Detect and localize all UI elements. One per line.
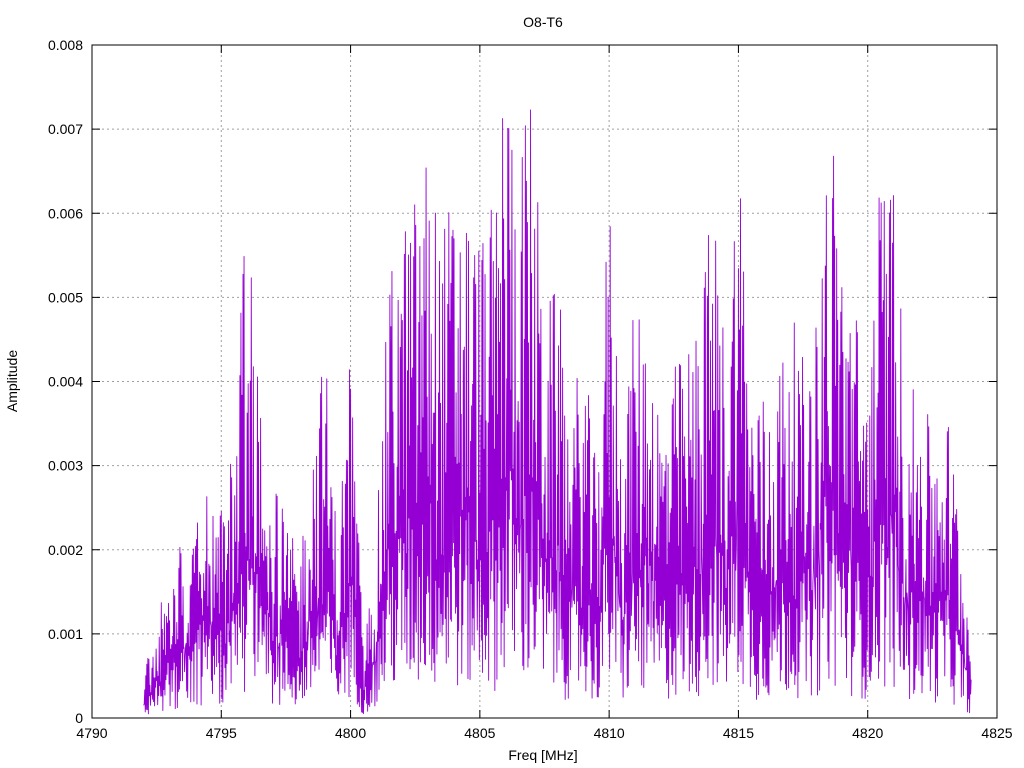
y-tick-label: 0.006	[48, 205, 83, 221]
series-group	[143, 109, 972, 715]
x-tick-label: 4815	[723, 725, 754, 741]
y-tick-label: 0.005	[48, 289, 83, 305]
x-tick-label: 4825	[981, 725, 1012, 741]
y-tick-label: 0.002	[48, 542, 83, 558]
y-tick-label: 0	[75, 710, 83, 726]
x-tick-label: 4795	[206, 725, 237, 741]
series-line	[143, 109, 972, 715]
y-tick-label: 0.004	[48, 374, 83, 390]
x-tick-label: 4800	[335, 725, 366, 741]
x-axis-title: Freq [MHz]	[508, 747, 577, 763]
y-tick-label: 0.001	[48, 626, 83, 642]
x-tick-label: 4810	[594, 725, 625, 741]
ticks-group: 4790 4795 4800 4805 4810 4815 4820 4825 0 0.001 0.…	[48, 37, 1013, 741]
x-tick-label: 4790	[76, 725, 107, 741]
y-tick-label: 0.008	[48, 37, 83, 53]
x-tick-label: 4820	[852, 725, 883, 741]
y-tick-label: 0.007	[48, 121, 83, 137]
chart-title: O8-T6	[523, 14, 563, 30]
x-tick-label: 4805	[464, 725, 495, 741]
y-axis-title: Amplitude	[4, 350, 20, 412]
y-tick-label: 0.003	[48, 458, 83, 474]
